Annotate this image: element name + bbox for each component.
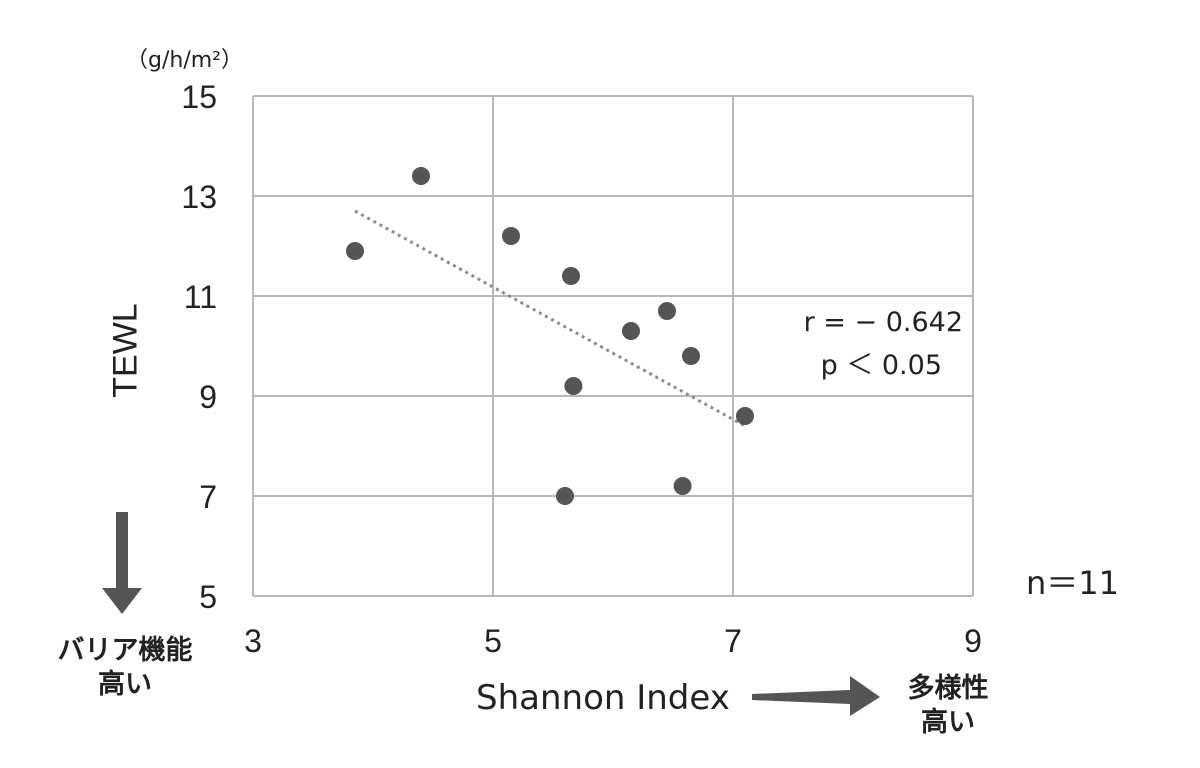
data-point [346,242,364,260]
x-tick-label: 9 [964,623,982,659]
x-tick-label: 5 [484,623,502,659]
data-point [556,487,574,505]
barrier-function-note-line1: バリア機能 [57,635,193,666]
x-tick-label: 3 [244,623,262,659]
trendline-layer [354,209,746,428]
barrier-function-note-line2: 高い [98,669,152,700]
data-point [682,347,700,365]
data-point [412,167,430,185]
y-axis-unit: （g/h/m²） [126,48,243,73]
diversity-note-line2: 高い [921,707,975,738]
barrier-function-note: バリア機能 高い [50,634,200,702]
x-tick-label: 7 [724,623,742,659]
right-arrow-icon [752,676,880,716]
grid-layer [252,95,974,597]
y-tick-label: 9 [199,379,217,415]
y-tick-label: 11 [184,279,217,315]
down-arrow-icon [102,512,142,614]
data-points [346,167,754,505]
x-axis-label: Shannon Index [476,678,730,718]
data-point [736,407,754,425]
data-point [658,302,676,320]
diversity-note-line1: 多様性 [907,673,989,704]
y-tick-label: 13 [181,179,217,215]
data-point [673,477,692,495]
sample-size-label: n＝11 [1026,564,1120,602]
diversity-note: 多様性 高い [888,672,1008,740]
y-axis-label: TEWL [96,303,156,397]
y-tick-label: 15 [181,79,217,115]
data-point [502,227,520,245]
y-tick-label: 5 [199,579,217,615]
r-value-annotation: r = − 0.642 [804,307,963,338]
y-axis-label-text: TEWL [106,302,145,398]
data-point [622,322,640,340]
p-value-annotation: p ＜ 0.05 [821,350,942,381]
data-point [562,267,580,285]
y-tick-label: 7 [199,479,217,515]
data-point [564,377,583,395]
trendline [354,209,746,428]
